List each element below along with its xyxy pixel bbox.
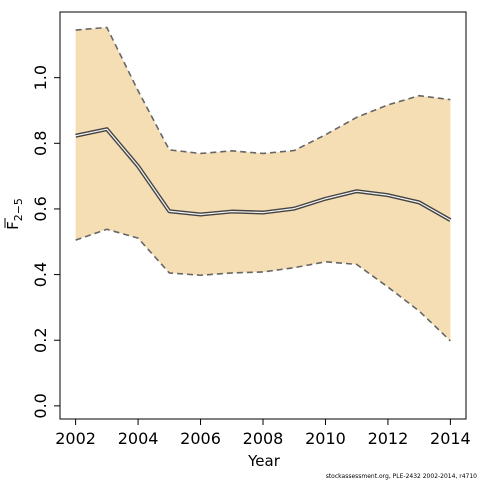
lower-bound-line: [75, 228, 451, 342]
y-axis: 0.0 0.2 0.4 0.6 0.8 1.0: [31, 65, 60, 419]
confidence-band: [75, 27, 451, 341]
y-axis-title: F2−5: [4, 198, 25, 230]
x-tick-label: 2010: [305, 429, 346, 448]
y-axis-title-main: F: [4, 221, 22, 230]
footer-credit: stockassessment.org, PLE-2432 2002-2014,…: [326, 473, 477, 480]
y-tick-label: 0.6: [31, 196, 50, 221]
y-axis-title-subscript: 2−5: [12, 198, 25, 221]
x-tick-label: 2004: [118, 429, 159, 448]
svg-text:F2−5: F2−5: [4, 198, 25, 230]
upper-bound-line: [75, 26, 451, 155]
y-tick-label: 0.2: [31, 328, 50, 353]
x-axis-title: Year: [247, 452, 281, 470]
x-tick-label: 2014: [430, 429, 471, 448]
y-tick-label: 0.0: [31, 393, 50, 418]
y-tick-label: 1.0: [31, 65, 50, 90]
estimate-line-inner: [75, 128, 451, 221]
confidence-band-layer: [75, 27, 451, 341]
y-tick-label: 0.4: [31, 262, 50, 287]
series-lines: [75, 26, 452, 342]
x-tick-label: 2012: [368, 429, 409, 448]
x-tick-label: 2002: [55, 429, 96, 448]
x-tick-label: 2006: [180, 429, 221, 448]
x-tick-label: 2008: [243, 429, 284, 448]
x-axis: 2002 2004 2006 2008 2010 2012 2014: [55, 419, 471, 448]
y-tick-label: 0.8: [31, 131, 50, 156]
